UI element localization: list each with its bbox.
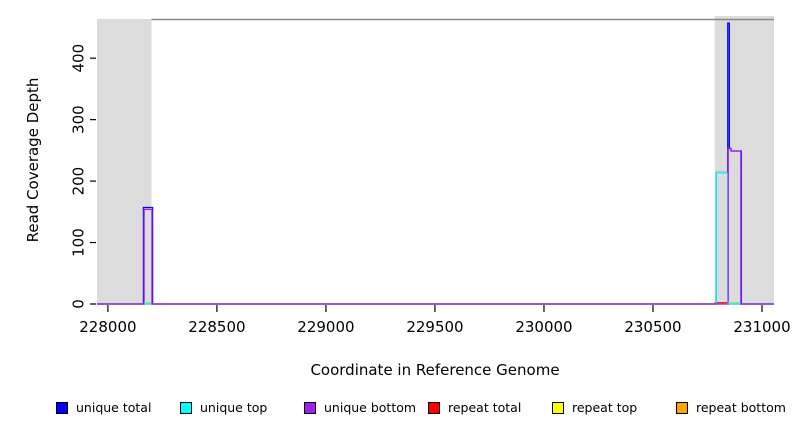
legend-item-unique-bottom: unique bottom — [304, 401, 416, 415]
x-tick-label: 230000 — [515, 318, 572, 336]
legend-swatch-repeat-bottom — [676, 402, 688, 414]
legend-swatch-repeat-top — [552, 402, 564, 414]
legend-label: unique top — [200, 400, 268, 415]
y-tick-label: 0 — [70, 299, 88, 309]
series-path-unique-total — [97, 22, 774, 305]
y-tick-label: 400 — [70, 44, 88, 73]
legend: unique total unique top unique bottom repea… — [0, 398, 792, 422]
y-tick-label: 100 — [70, 228, 88, 257]
x-tick-label: 229500 — [406, 318, 463, 336]
y-tick-label: 300 — [70, 105, 88, 134]
legend-item-unique-top: unique top — [180, 401, 267, 415]
shaded-region — [97, 19, 152, 304]
series-path-unique-top — [97, 171, 774, 305]
legend-item-repeat-top: repeat top — [552, 401, 637, 415]
legend-label: unique total — [76, 400, 152, 415]
legend-swatch-unique-total — [56, 402, 68, 414]
x-tick-label: 228500 — [188, 318, 245, 336]
legend-label: repeat total — [448, 400, 522, 415]
x-axis-title: Coordinate in Reference Genome — [310, 361, 560, 379]
legend-label: repeat top — [572, 400, 638, 415]
y-axis-title: Read Coverage Depth — [24, 77, 42, 243]
legend-swatch-repeat-total — [428, 402, 440, 414]
legend-item-repeat-bottom: repeat bottom — [676, 401, 786, 415]
x-tick-label: 231000 — [733, 318, 790, 336]
x-tick-label: 228000 — [79, 318, 136, 336]
legend-swatch-unique-top — [180, 402, 192, 414]
legend-label: unique bottom — [324, 400, 417, 415]
shaded-region — [714, 16, 774, 304]
legend-item-unique-total: unique total — [56, 401, 151, 415]
x-tick-label: 230500 — [624, 318, 681, 336]
series-path-unique-bottom — [97, 147, 774, 305]
legend-swatch-unique-bottom — [304, 402, 316, 414]
legend-label: repeat bottom — [696, 400, 786, 415]
x-tick-label: 229000 — [297, 318, 354, 336]
y-tick-label: 200 — [70, 167, 88, 196]
legend-item-repeat-total: repeat total — [428, 401, 521, 415]
